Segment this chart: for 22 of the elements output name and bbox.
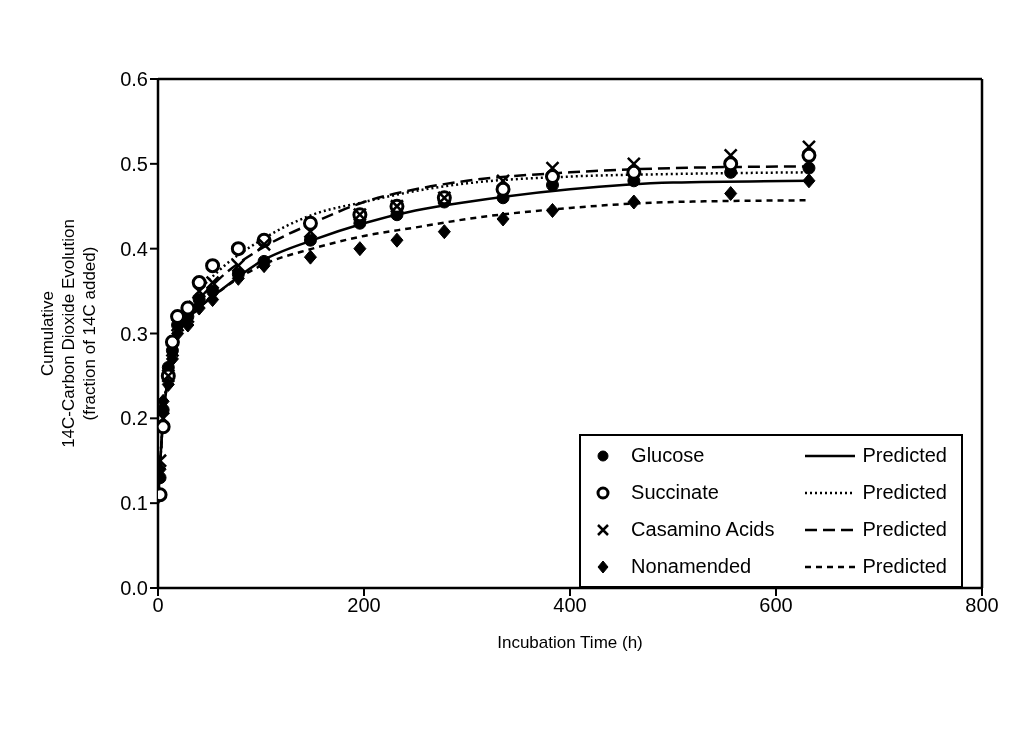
x-tick-label: 200: [347, 594, 381, 617]
x-axis-title: Incubation Time (h): [497, 633, 643, 652]
legend-label: Predicted: [862, 444, 947, 467]
legend-label: Succinate: [631, 481, 719, 504]
legend-label: Glucose: [631, 444, 705, 467]
y-axis-title: Cumulative 14C-Carbon Dioxide Evolution (fraction of 14C added): [38, 219, 99, 448]
legend-label: Casamino Acids: [631, 518, 775, 541]
legend-label: Predicted: [862, 518, 947, 541]
legend-label: Predicted: [862, 555, 947, 578]
legend-label: Predicted: [862, 481, 947, 504]
y-tick-label: 0.4: [120, 237, 148, 260]
y-tick-label: 0.0: [120, 577, 148, 600]
x-tick-label: 0: [152, 594, 164, 617]
y-tick-label: 0.6: [120, 68, 148, 91]
y-tick-label: 0.2: [120, 407, 148, 430]
x-tick-label: 600: [759, 594, 793, 617]
y-tick-label: 0.5: [120, 152, 148, 175]
y-tick-label: 0.1: [120, 492, 148, 515]
y-tick-label: 0.3: [120, 322, 148, 345]
x-tick-label: 400: [553, 594, 587, 617]
x-tick-label: 800: [965, 594, 999, 617]
legend-label: Nonamended: [631, 555, 752, 578]
